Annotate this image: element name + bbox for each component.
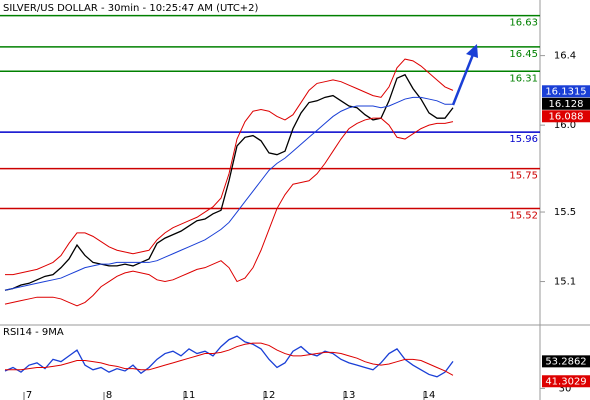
price-tag-label: 16.128 [549, 99, 584, 110]
marks: 15.1 15.5 16.0 16.4 16.63 16.45 16.31 15.96 15.7… [0, 14, 590, 400]
y-tick-label: 15.5 [554, 207, 576, 218]
x-tick-label: 8 [106, 390, 112, 400]
level-label: 16.63 [509, 18, 538, 29]
level-label: 15.96 [509, 134, 538, 145]
level-label: 16.45 [509, 49, 538, 60]
level-label: 16.31 [509, 73, 538, 84]
x-tick-label: 7 [26, 390, 32, 400]
price-tag [542, 85, 590, 98]
series-line [4, 73, 454, 291]
price-tag-label: 16.1315 [545, 86, 586, 97]
price-tag-label: 41.3029 [545, 376, 586, 387]
x-tick-label: 12 [263, 390, 276, 400]
series-line [5, 342, 454, 376]
y-tick-label: 15.1 [554, 277, 576, 288]
series-line [5, 58, 454, 276]
price-tag-label: 16.088 [549, 111, 584, 122]
y-tick-label: 16.4 [554, 51, 576, 62]
level-label: 15.75 [509, 171, 538, 182]
price-tag-label: 53.2862 [545, 356, 586, 367]
series-line [4, 117, 454, 307]
forecast-arrow [451, 51, 476, 106]
price-tag [542, 375, 590, 388]
series-line [4, 96, 453, 291]
chart-title: SILVER/US DOLLAR - 30min - 10:25:47 AM (… [3, 3, 259, 14]
x-tick-label: 11 [183, 390, 196, 400]
arrow-head [466, 44, 478, 58]
y-tick-label: 16.0 [554, 120, 576, 131]
price-tag [542, 355, 590, 368]
x-tick-label: 14 [423, 390, 436, 400]
price-tag [542, 97, 590, 110]
x-tick-label: 13 [343, 390, 356, 400]
level-label: 15.52 [509, 211, 538, 222]
y-tick-label: 30 [559, 383, 572, 394]
panel-title: RSI14 - 9MA [3, 327, 64, 338]
price-tag [542, 110, 590, 123]
